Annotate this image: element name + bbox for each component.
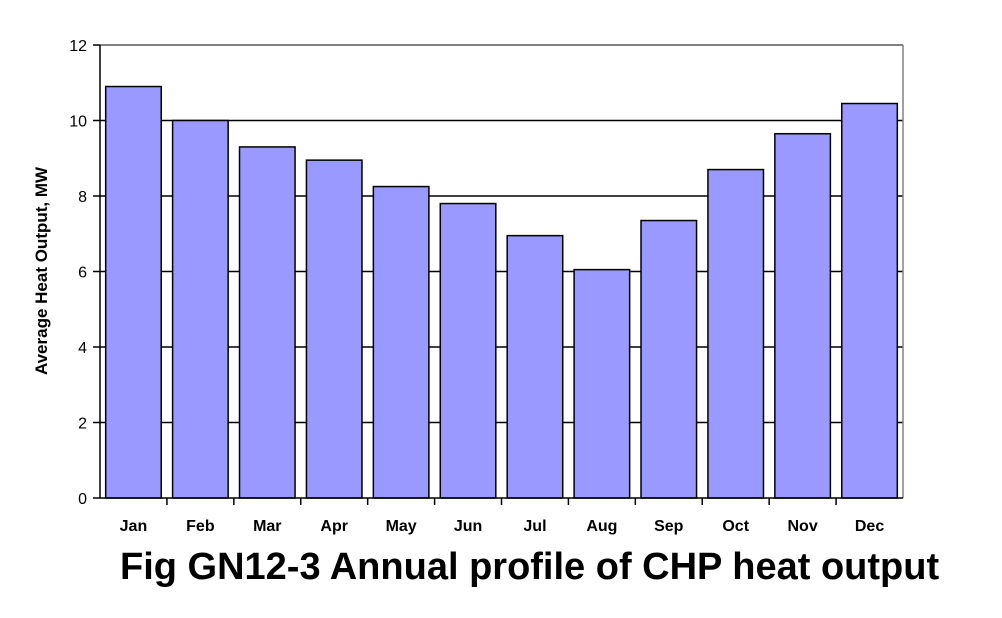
bar-oct (707, 168, 765, 499)
bar-chart: 0 2 4 6 8 10 12 Jan Feb Mar Apr May Jun Jul Aug Sep Oct N… (32, 38, 904, 535)
y-tick-label: 2 (78, 416, 87, 433)
figure-caption: Fig GN12-3 Annual profile of CHP heat ou… (120, 546, 940, 588)
tick-labels: 0 2 4 6 8 10 12 Jan Feb Mar Apr May Jun Jul Aug Sep Oct N… (69, 38, 884, 535)
x-tick-label: Dec (855, 518, 884, 535)
bar-sep (640, 219, 698, 499)
y-tick-label: 12 (69, 38, 87, 55)
x-tick-label: May (386, 518, 417, 535)
x-tick-label: Sep (654, 518, 684, 535)
y-axis-title: Average Heat Output, MW (32, 166, 51, 375)
x-tick-label: Apr (320, 518, 348, 535)
y-tick-label: 10 (69, 114, 87, 131)
bar-jan (104, 85, 162, 499)
bar-feb (171, 119, 229, 499)
x-tick-label: Jun (454, 518, 482, 535)
x-tick-label: Jul (523, 518, 546, 535)
y-tick-label: 8 (78, 189, 87, 206)
bar-may (372, 185, 430, 499)
x-tick-label: Mar (253, 518, 281, 535)
x-tick-label: Oct (722, 518, 749, 535)
x-tick-label: Jan (120, 518, 148, 535)
x-tick-label: Nov (788, 518, 818, 535)
bars (104, 85, 899, 499)
y-tick-label: 6 (78, 265, 87, 282)
bar-aug (573, 268, 631, 499)
bar-mar (238, 146, 296, 499)
y-tick-label: 4 (78, 340, 87, 357)
x-tick-label: Feb (186, 518, 215, 535)
bar-nov (774, 132, 832, 499)
x-tick-label: Aug (586, 518, 617, 535)
bar-apr (305, 159, 363, 499)
axes (93, 44, 904, 505)
bar-jul (506, 234, 564, 499)
bar-dec (841, 102, 899, 499)
y-tick-label: 0 (78, 491, 87, 508)
bar-jun (439, 202, 497, 499)
